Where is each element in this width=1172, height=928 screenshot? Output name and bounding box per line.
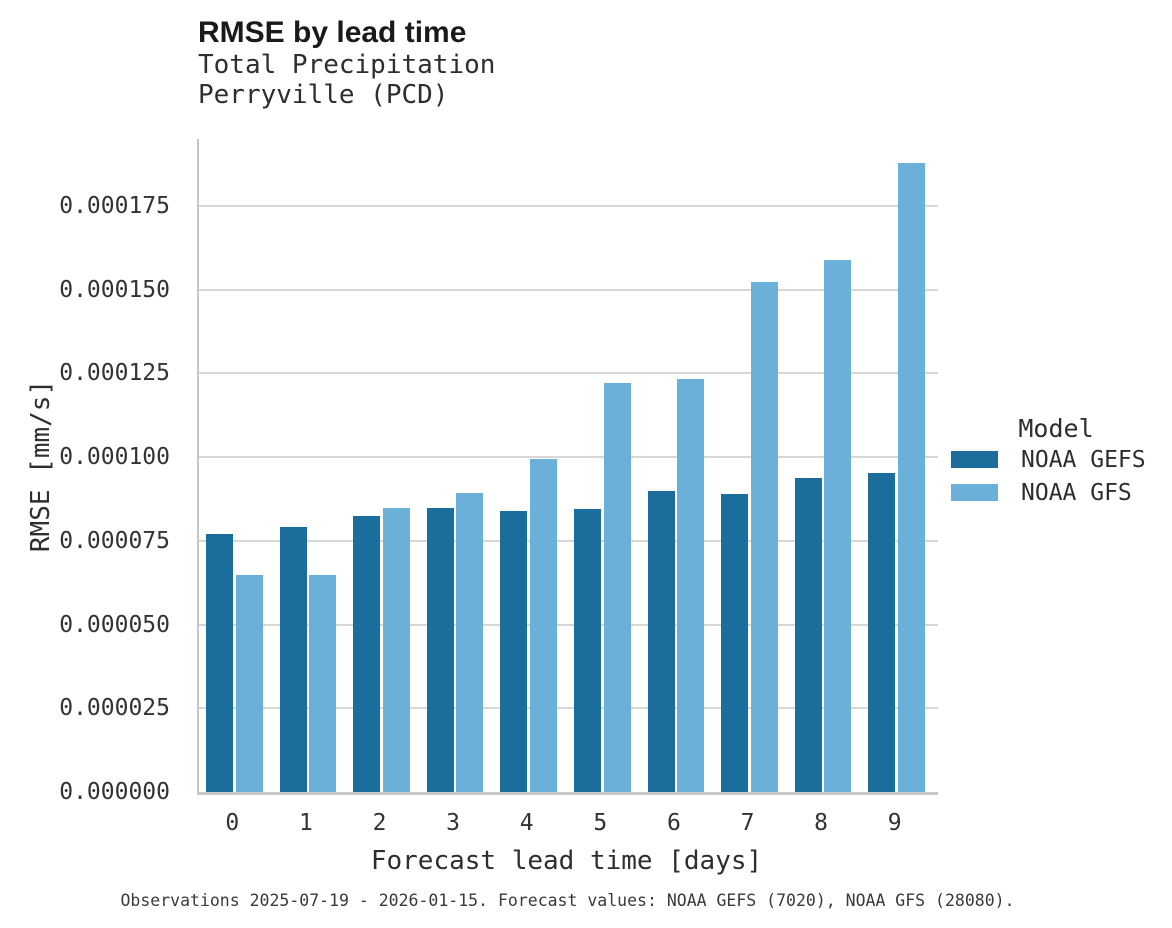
- legend: Model NOAA GEFS NOAA GFS: [951, 414, 1161, 517]
- y-tick-label: 0.000125: [59, 360, 170, 387]
- bar-noaa-gefs-lead-8: [794, 477, 822, 792]
- y-tick-label: 0.000075: [59, 527, 170, 554]
- x-tick-label: 1: [298, 810, 313, 836]
- y-tick-label: 0.000100: [59, 444, 170, 471]
- bar-noaa-gfs-lead-4: [530, 458, 557, 792]
- bar-noaa-gefs-lead-6: [647, 491, 675, 792]
- y-tick-label: 0.000050: [59, 611, 170, 638]
- legend-swatch-noaa-gefs: [951, 451, 998, 468]
- y-tick-label: 0.000025: [59, 695, 170, 722]
- y-tick-label: 0.000000: [59, 779, 170, 805]
- bar-noaa-gefs-lead-9: [868, 473, 896, 792]
- bar-noaa-gfs-lead-0: [235, 574, 263, 792]
- bar-noaa-gfs-lead-1: [309, 574, 337, 792]
- x-tick-label: 6: [666, 810, 681, 836]
- x-tick-label: 2: [372, 810, 387, 836]
- bar-noaa-gefs-lead-0: [206, 534, 233, 792]
- x-tick-label: 3: [446, 810, 461, 836]
- bar-noaa-gfs-lead-2: [382, 508, 410, 792]
- y-tick-label: 0.000150: [59, 276, 170, 303]
- x-axis-title: Forecast lead time [days]: [370, 846, 763, 876]
- bar-noaa-gfs-lead-5: [603, 383, 631, 792]
- chart-subtitle-line-1: Total Precipitation: [198, 50, 496, 80]
- y-axis-title: RMSE [mm/s]: [26, 379, 56, 553]
- x-tick-label: 5: [593, 810, 608, 836]
- bar-noaa-gefs-lead-3: [426, 508, 454, 792]
- x-tick-label: 4: [519, 810, 534, 836]
- legend-swatch-noaa-gfs: [951, 484, 998, 501]
- x-tick-label: 0: [225, 810, 240, 836]
- x-tick-label: 9: [887, 810, 902, 836]
- caption: Observations 2025-07-19 - 2026-01-15. Fo…: [120, 891, 1015, 910]
- bar-noaa-gefs-lead-7: [721, 494, 749, 792]
- bar-noaa-gefs-lead-1: [279, 527, 307, 792]
- bar-noaa-gfs-lead-3: [456, 492, 484, 792]
- chart-title: RMSE by lead time: [198, 16, 467, 49]
- bar-noaa-gefs-lead-2: [353, 515, 381, 792]
- bar-noaa-gfs-lead-9: [898, 163, 925, 792]
- gridline: [199, 456, 938, 459]
- y-tick-label: 0.000175: [59, 192, 170, 219]
- gridline: [199, 539, 938, 542]
- gridline: [199, 623, 938, 626]
- gridline: [199, 707, 938, 710]
- legend-label: NOAA GFS: [1021, 479, 1132, 506]
- x-tick-label: 7: [740, 810, 755, 836]
- bar-noaa-gfs-lead-8: [824, 259, 852, 792]
- bar-noaa-gfs-lead-6: [677, 379, 705, 792]
- legend-rows: NOAA GEFS NOAA GFS: [951, 447, 1161, 506]
- legend-entry-noaa-gfs: NOAA GFS: [951, 480, 1161, 506]
- legend-title: Model: [1018, 414, 1094, 443]
- legend-label: NOAA GEFS: [1021, 446, 1146, 473]
- x-tick-label: 8: [814, 810, 829, 836]
- chart-subtitle: Total Precipitation Perryville (PCD): [198, 50, 495, 110]
- gridline: [199, 372, 938, 375]
- bar-noaa-gefs-lead-5: [574, 509, 601, 792]
- legend-entry-noaa-gefs: NOAA GEFS: [951, 447, 1161, 473]
- chart-subtitle-line-2: Perryville (PCD): [198, 80, 449, 110]
- gridline: [199, 204, 938, 207]
- gridline: [199, 288, 938, 291]
- bar-noaa-gefs-lead-4: [500, 511, 528, 792]
- bar-noaa-gfs-lead-7: [750, 281, 778, 792]
- plot-area: [197, 139, 938, 795]
